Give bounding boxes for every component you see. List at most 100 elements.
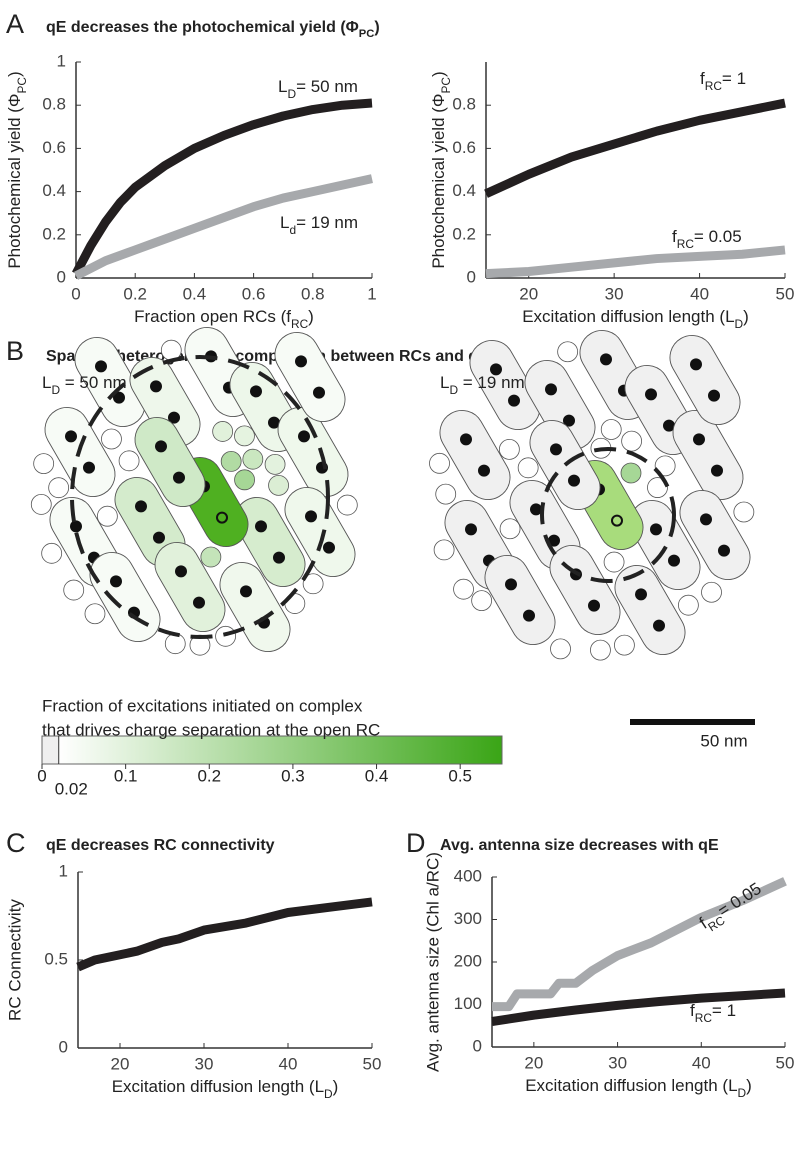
series-label: fRC= 0.05: [672, 227, 742, 251]
antenna-complex: [600, 419, 622, 440]
panel-letter: D: [406, 828, 426, 858]
x-tick-label: 30: [608, 1053, 627, 1072]
closed-rc: [150, 380, 162, 393]
x-tick-label: 20: [519, 284, 538, 303]
text-part: PC: [359, 28, 375, 40]
y-tick-label: 0: [467, 267, 476, 286]
closed-rc: [175, 565, 187, 578]
antenna-complex: [220, 451, 242, 472]
text-part: Excitation diffusion length (L: [522, 307, 734, 326]
rc-supercomplex: [277, 407, 349, 497]
closed-rc: [193, 596, 205, 609]
closed-rc: [323, 541, 335, 554]
y-tick-label: 400: [454, 866, 482, 885]
y-axis-label: RC Connectivity: [5, 899, 24, 1021]
closed-rc: [153, 531, 165, 544]
antenna-complex: [302, 573, 324, 595]
text-part: PC: [439, 77, 453, 94]
closed-rc: [305, 510, 317, 523]
panel-letter: C: [6, 828, 26, 858]
text-part: D: [738, 1086, 747, 1100]
antenna-complex: [96, 505, 118, 527]
x-tick-label: 20: [111, 1054, 130, 1073]
closed-rc: [700, 513, 712, 526]
colorbar-tick-label: 0.1: [114, 766, 138, 785]
x-tick-label: 0.2: [123, 284, 147, 303]
x-tick-label: 50: [776, 284, 795, 303]
cluster-label: LD = 50 nm: [42, 373, 127, 397]
text-part: D: [449, 383, 458, 397]
antenna-complex: [63, 579, 85, 601]
closed-rc: [708, 389, 720, 402]
y-axis-label: Photochemical yield (ΦPC): [5, 71, 29, 268]
y-tick-label: 0: [473, 1036, 482, 1055]
rc-supercomplex: [524, 360, 596, 450]
line-series: [76, 897, 373, 972]
antenna-complex: [701, 581, 722, 603]
colorbar-tick-label: 0: [37, 766, 46, 785]
x-axis-label: Excitation diffusion length (LD): [525, 1076, 752, 1100]
closed-rc: [588, 599, 600, 612]
x-tick-label: 40: [692, 1053, 711, 1072]
colorbar: [41, 735, 503, 765]
rc-supercomplex: [469, 340, 541, 430]
antenna-complex: [433, 539, 455, 561]
y-tick-label: 1: [57, 51, 66, 70]
rc-supercomplex: [89, 552, 161, 642]
line-series: [484, 98, 786, 198]
text-part: d: [289, 223, 296, 237]
text-part: Excitation diffusion length (L: [525, 1076, 737, 1095]
x-tick-label: 50: [776, 1053, 795, 1072]
text-part: D: [324, 1087, 333, 1101]
closed-rc: [313, 386, 325, 399]
text-part: Photochemical yield (Φ: [429, 94, 448, 269]
closed-rc: [600, 353, 612, 366]
chart-title: qE decreases RC connectivity: [46, 837, 275, 854]
closed-rc: [645, 388, 657, 401]
x-tick-label: 0.4: [183, 284, 207, 303]
closed-rc: [550, 443, 562, 456]
closed-rc: [568, 474, 580, 487]
antenna-complex: [647, 477, 668, 498]
x-axis-label: Fraction open RCs (fRC): [134, 307, 314, 331]
rc-supercomplex: [154, 542, 226, 632]
text-part: = 0.05: [715, 879, 765, 921]
colorbar-title: Fraction of excitations initiated on com…: [42, 696, 363, 715]
antenna-complex: [435, 483, 457, 505]
colorbar-tick-label: 0.4: [365, 766, 389, 785]
antenna-complex: [590, 639, 611, 661]
diffusion-boundary: [540, 447, 676, 583]
scale-bar-label: 50 nm: [700, 731, 747, 750]
closed-rc: [508, 394, 520, 407]
antenna-complex: [48, 477, 70, 499]
rc-supercomplex: [134, 417, 206, 507]
text-part: Excitation diffusion length (L: [112, 1077, 324, 1096]
closed-rc: [168, 411, 180, 424]
text-part: ): [308, 307, 314, 326]
closed-rc: [523, 609, 535, 622]
chart-title: Avg. antenna size decreases with qE: [440, 837, 719, 854]
rc-supercomplex: [484, 555, 556, 645]
antenna-complex: [200, 546, 222, 568]
line-series: [72, 98, 373, 276]
closed-rc: [273, 551, 285, 564]
y-tick-label: 0.2: [452, 224, 476, 243]
closed-rc: [240, 585, 252, 598]
closed-rc: [635, 588, 647, 601]
closed-rc: [465, 523, 477, 536]
colorbar-tick-label: 0.3: [281, 766, 305, 785]
colorbar-title: that drives charge separation at the ope…: [42, 720, 380, 739]
text-part: Fraction open RCs (f: [134, 307, 291, 326]
x-tick-label: 1: [367, 284, 376, 303]
antenna-complex: [677, 594, 699, 616]
rc-supercomplex: [74, 337, 146, 427]
rc-supercomplex: [669, 335, 741, 425]
antenna-complex: [733, 501, 755, 523]
complex-cluster: [30, 327, 358, 656]
antenna-complex: [614, 634, 635, 656]
closed-rc: [83, 461, 95, 474]
panel-letter: B: [6, 336, 24, 366]
text-part: f: [700, 69, 705, 88]
diffusion-boundary: [70, 355, 330, 639]
